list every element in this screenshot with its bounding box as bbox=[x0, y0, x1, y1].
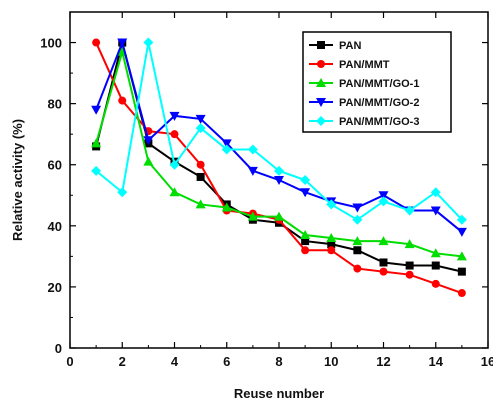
data-point bbox=[196, 160, 205, 169]
y-tick-label: 20 bbox=[48, 280, 62, 295]
legend-label: PAN/MMT/GO-2 bbox=[339, 97, 419, 109]
legend-label: PAN bbox=[339, 40, 361, 52]
y-tick-label: 40 bbox=[48, 219, 62, 234]
data-point bbox=[457, 267, 466, 276]
y-tick-label: 60 bbox=[48, 158, 62, 173]
data-point bbox=[169, 187, 180, 197]
data-point bbox=[118, 96, 127, 105]
data-point bbox=[195, 199, 206, 209]
x-tick-label: 2 bbox=[119, 354, 126, 369]
data-point bbox=[457, 289, 466, 298]
legend-entry: PAN/MMT/GO-1 bbox=[309, 78, 419, 90]
data-point bbox=[274, 176, 284, 185]
data-point bbox=[301, 246, 310, 255]
data-point bbox=[456, 251, 467, 261]
legend-label: PAN/MMT/GO-1 bbox=[339, 78, 419, 90]
legend-marker bbox=[317, 60, 325, 68]
legend: PAN PAN/MMT PAN/MMT/GO-1 PAN/MMT/GO-2 PAN/MM… bbox=[302, 31, 452, 133]
data-point bbox=[352, 214, 363, 225]
x-tick-label: 0 bbox=[66, 354, 73, 369]
data-point bbox=[247, 144, 258, 155]
data-point bbox=[195, 114, 206, 124]
data-point bbox=[327, 246, 336, 255]
legend-label: PAN/MMT bbox=[339, 59, 390, 71]
data-point bbox=[170, 130, 179, 139]
data-point bbox=[91, 165, 102, 176]
y-tick-label: 100 bbox=[40, 36, 62, 51]
data-point bbox=[405, 270, 414, 279]
data-point bbox=[143, 136, 154, 146]
x-tick-label: 16 bbox=[481, 354, 493, 369]
data-point bbox=[378, 236, 389, 246]
data-point bbox=[301, 237, 310, 246]
data-point bbox=[379, 267, 388, 276]
data-point bbox=[91, 138, 102, 148]
data-point bbox=[378, 196, 389, 207]
data-point bbox=[430, 187, 441, 198]
data-point bbox=[117, 187, 128, 198]
data-point bbox=[300, 175, 311, 185]
data-point bbox=[274, 211, 284, 221]
data-point bbox=[195, 123, 206, 134]
data-point bbox=[404, 239, 415, 249]
legend-marker bbox=[316, 78, 326, 87]
data-point bbox=[352, 203, 363, 213]
data-point bbox=[431, 279, 440, 288]
legend-entry: PAN/MMT bbox=[309, 59, 390, 71]
data-point bbox=[378, 191, 389, 201]
legend-entry: PAN/MMT/GO-2 bbox=[309, 97, 419, 109]
series-3 bbox=[91, 46, 467, 261]
data-point bbox=[430, 248, 441, 258]
x-tick-label: 6 bbox=[223, 354, 230, 369]
data-point bbox=[91, 105, 102, 115]
data-point bbox=[404, 205, 415, 216]
data-point bbox=[405, 261, 414, 270]
legend-marker bbox=[316, 116, 326, 126]
data-point bbox=[247, 211, 258, 221]
data-point bbox=[326, 233, 337, 243]
data-point bbox=[221, 144, 232, 155]
legend-marker bbox=[317, 41, 325, 49]
data-point bbox=[431, 261, 440, 270]
x-axis-label: Reuse number bbox=[234, 386, 324, 401]
data-point bbox=[456, 227, 467, 237]
data-point bbox=[430, 206, 441, 216]
data-point bbox=[300, 188, 311, 198]
data-point bbox=[326, 199, 337, 210]
axes: 0 2 4 6 8 10 12 14 16 0 20 40 60 80 100 Reuse number Rel… bbox=[10, 11, 493, 401]
data-point bbox=[274, 165, 284, 176]
series-5 bbox=[91, 37, 467, 225]
data-point bbox=[379, 258, 388, 267]
data-point bbox=[143, 37, 154, 48]
x-tick-label: 12 bbox=[376, 354, 390, 369]
data-point bbox=[300, 229, 311, 239]
data-point bbox=[117, 38, 128, 48]
y-axis-label: Relative activity (%) bbox=[10, 119, 25, 241]
x-tick-label: 10 bbox=[324, 354, 338, 369]
plot-area bbox=[91, 37, 467, 298]
data-point bbox=[353, 246, 362, 255]
data-point bbox=[456, 214, 467, 225]
legend-entry: PAN/MMT/GO-3 bbox=[309, 116, 419, 128]
x-tick-label: 14 bbox=[429, 354, 444, 369]
y-tick-label: 80 bbox=[48, 97, 62, 112]
data-point bbox=[169, 111, 180, 121]
x-tick-label: 4 bbox=[171, 354, 179, 369]
x-tick-label: 8 bbox=[275, 354, 282, 369]
data-point bbox=[169, 159, 180, 170]
data-point bbox=[353, 264, 362, 273]
data-point bbox=[196, 172, 205, 181]
data-point bbox=[352, 236, 363, 246]
y-tick-label: 0 bbox=[55, 341, 62, 356]
legend-label: PAN/MMT/GO-3 bbox=[339, 116, 419, 128]
data-point bbox=[327, 240, 336, 249]
data-point bbox=[247, 166, 258, 176]
data-point bbox=[221, 139, 232, 149]
data-point bbox=[143, 156, 154, 166]
legend-entry: PAN bbox=[309, 40, 361, 52]
data-point bbox=[92, 38, 101, 47]
legend-marker bbox=[316, 98, 326, 107]
data-point bbox=[221, 202, 232, 212]
